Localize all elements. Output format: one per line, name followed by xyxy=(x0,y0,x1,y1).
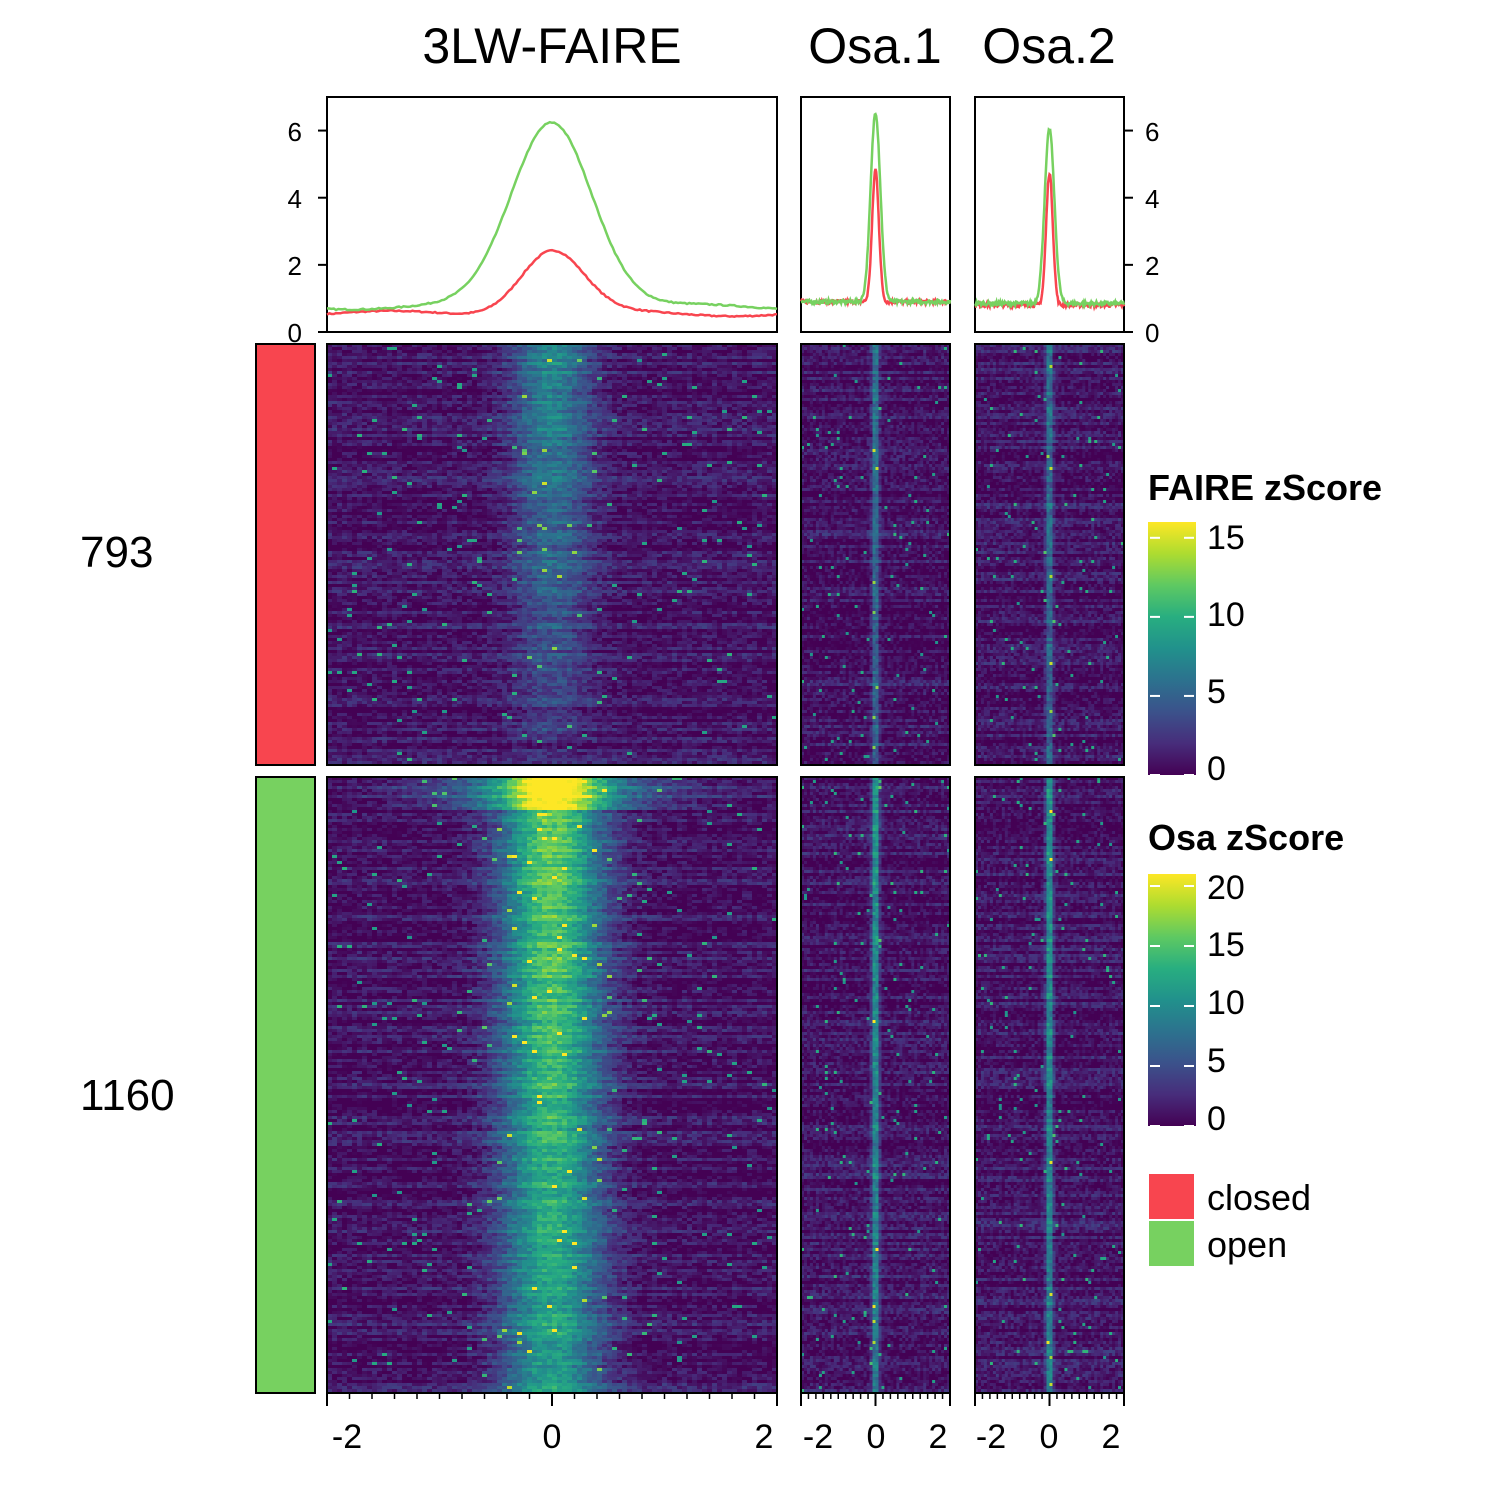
group-bar-closed xyxy=(256,344,315,765)
y-tick-label: 2 xyxy=(288,251,302,281)
heatmap-3LW-FAIRE-open xyxy=(327,777,778,1393)
heatmaps xyxy=(327,344,1125,1393)
group-bar-open xyxy=(256,777,315,1393)
legend-categories: closed open xyxy=(1149,1174,1311,1266)
panel-title-osa2: Osa.2 xyxy=(982,18,1115,74)
colorbar-faire xyxy=(1148,522,1196,775)
colorbar-tick-label: 5 xyxy=(1207,1042,1226,1080)
colorbar-tick-label: 10 xyxy=(1207,984,1245,1022)
x-tick-label: 2 xyxy=(755,1418,774,1456)
colorbar-tick-label: 20 xyxy=(1207,869,1245,907)
colorbar-tick-label: 5 xyxy=(1207,673,1226,711)
x-tick-label: 2 xyxy=(929,1418,948,1456)
colorbar-tick-label: 10 xyxy=(1207,596,1245,634)
heatmap-3LW-FAIRE-closed xyxy=(327,344,778,765)
profile-plots xyxy=(318,97,1133,332)
legend-label-closed: closed xyxy=(1207,1177,1311,1218)
heatmap-Osa.1-open xyxy=(801,777,951,1393)
colorbar-tick-label: 0 xyxy=(1207,1100,1226,1138)
legend-title-faire: FAIRE zScore xyxy=(1148,467,1382,508)
x-tick-label: 0 xyxy=(543,1418,562,1456)
profile-y-axis-left: 0 2 4 6 xyxy=(288,117,302,348)
panel-title-osa1: Osa.1 xyxy=(808,18,941,74)
profile-panel-osa2 xyxy=(975,97,1133,332)
x-axes: -2 0 2 -2 0 2 -2 0 2 xyxy=(327,1393,1124,1456)
profile-panel-faire xyxy=(318,97,777,332)
colorbar-tick-label: 15 xyxy=(1207,519,1245,557)
legend-swatch-open xyxy=(1149,1221,1194,1266)
x-tick-label: -2 xyxy=(976,1418,1006,1456)
legend-label-open: open xyxy=(1207,1224,1287,1265)
group-label-open-count: 1160 xyxy=(80,1071,175,1120)
legend-swatch-closed xyxy=(1149,1174,1194,1219)
x-tick-label: 0 xyxy=(1040,1418,1059,1456)
colorbar-tick-label: 0 xyxy=(1207,750,1226,788)
heatmap-Osa.2-open xyxy=(975,777,1125,1393)
y-tick-label: 4 xyxy=(288,184,302,214)
profile-frame xyxy=(801,97,950,332)
legend-osa-zscore: Osa zScore 20 15 10 5 0 xyxy=(1148,817,1344,1138)
profile-frame xyxy=(327,97,777,332)
heatmap-Osa.1-closed xyxy=(801,344,951,765)
legend-title-osa: Osa zScore xyxy=(1148,817,1344,858)
group-label-closed-count: 793 xyxy=(80,528,153,577)
legend-faire-zscore: FAIRE zScore 15 10 5 0 xyxy=(1148,467,1382,788)
profile-panel-osa1 xyxy=(801,97,950,332)
y-tick-label: 6 xyxy=(288,117,302,147)
colorbar-tick-label: 15 xyxy=(1207,926,1245,964)
colorbar-osa xyxy=(1148,874,1196,1126)
y-tick-label: 4 xyxy=(1145,184,1159,214)
y-tick-label: 2 xyxy=(1145,251,1159,281)
x-tick-label: -2 xyxy=(332,1418,362,1456)
heatmap-Osa.2-closed xyxy=(975,344,1125,765)
x-tick-label: 2 xyxy=(1102,1418,1121,1456)
profile-y-axis-right: 0 2 4 6 xyxy=(1145,117,1159,348)
y-tick-label: 0 xyxy=(1145,318,1159,348)
x-tick-label: -2 xyxy=(803,1418,833,1456)
x-tick-label: 0 xyxy=(867,1418,886,1456)
panel-title-faire: 3LW-FAIRE xyxy=(422,18,681,74)
y-tick-label: 6 xyxy=(1145,117,1159,147)
